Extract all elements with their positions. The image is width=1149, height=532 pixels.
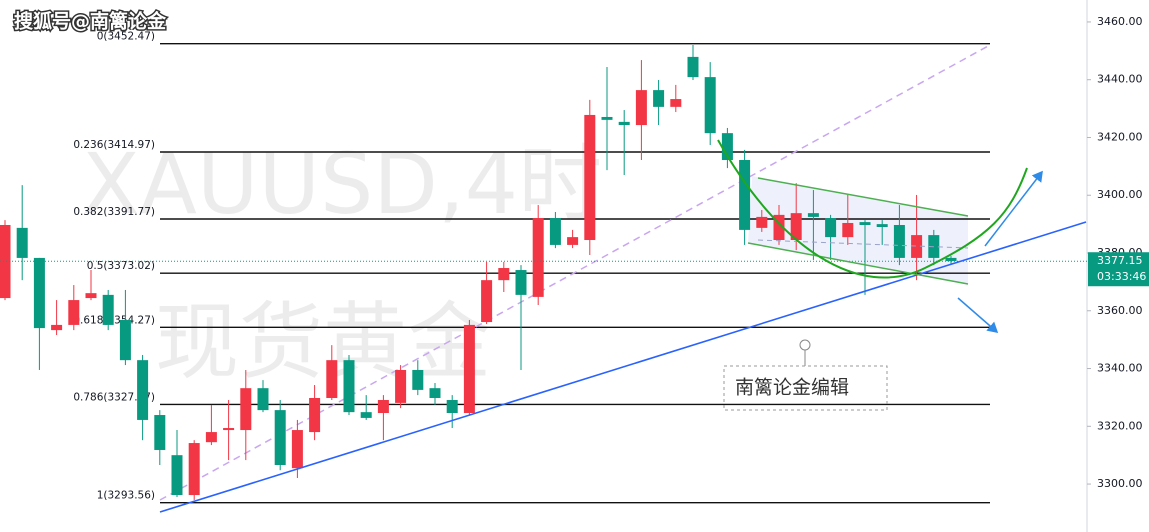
y-tick-label: 3420.00 bbox=[1097, 130, 1143, 143]
fib-group: 0(3452.47) 0.236(3414.97) 0.382(3391.77) 0.… bbox=[73, 31, 990, 504]
fib-label: 1(3293.56) bbox=[97, 490, 155, 502]
y-tick-label: 3400.00 bbox=[1097, 188, 1143, 201]
y-tick-label: 3440.00 bbox=[1097, 73, 1143, 86]
arrow-up bbox=[984, 170, 1043, 247]
candle-body bbox=[137, 360, 149, 420]
candle-body bbox=[51, 324, 63, 331]
y-tick-label: 3460.00 bbox=[1097, 15, 1143, 28]
candle-body bbox=[773, 214, 785, 241]
candle-body bbox=[670, 99, 682, 107]
candle-body bbox=[343, 360, 355, 413]
current-price: 3377.15 bbox=[1097, 254, 1143, 267]
fib-label: 0.5(3373.02) bbox=[87, 260, 155, 272]
fib-label: 0.618(3354.27) bbox=[73, 314, 155, 326]
candle-body bbox=[274, 410, 286, 465]
candle-body bbox=[223, 428, 235, 431]
countdown: 03:33:46 bbox=[1097, 270, 1146, 283]
candle-body bbox=[154, 415, 166, 450]
candle-body bbox=[893, 224, 905, 258]
source: 搜狐号@南篱论金 bbox=[14, 10, 167, 33]
annotation-handle bbox=[799, 339, 811, 351]
candle-body bbox=[119, 320, 131, 361]
candle-body bbox=[429, 388, 441, 398]
candle-body bbox=[360, 412, 372, 418]
candle-body bbox=[102, 294, 114, 325]
y-tick-label: 3320.00 bbox=[1097, 419, 1143, 432]
candle-body bbox=[704, 77, 716, 134]
candle-body bbox=[16, 227, 28, 258]
candle-body bbox=[0, 224, 11, 299]
candle-body bbox=[825, 218, 837, 238]
candle-body bbox=[756, 216, 768, 228]
candle-body bbox=[653, 90, 665, 107]
candle-body bbox=[601, 116, 613, 120]
y-tick-label: 3300.00 bbox=[1097, 477, 1143, 490]
candle-body bbox=[790, 213, 802, 241]
candle-body bbox=[721, 133, 733, 161]
candle-body bbox=[33, 257, 45, 329]
fib-label: 0.382(3391.77) bbox=[73, 206, 155, 218]
candle-body bbox=[481, 280, 493, 323]
candle-body bbox=[412, 369, 424, 390]
candle-body bbox=[739, 160, 751, 230]
candles bbox=[0, 45, 1087, 500]
candle-body bbox=[618, 121, 630, 126]
candle-body bbox=[945, 257, 957, 262]
candle-body bbox=[807, 213, 819, 217]
candle-body bbox=[876, 224, 888, 228]
candle-body bbox=[188, 443, 200, 496]
candle-body bbox=[532, 218, 544, 297]
candle-body bbox=[635, 90, 647, 126]
candle-body bbox=[309, 397, 321, 433]
fib-label: 0.236(3414.97) bbox=[73, 139, 155, 151]
arrow-down bbox=[957, 297, 999, 333]
candle-body bbox=[498, 268, 510, 281]
annotation-box bbox=[723, 365, 888, 411]
candle-body bbox=[326, 360, 338, 398]
candle-body bbox=[257, 388, 269, 411]
candle-body bbox=[567, 237, 579, 245]
candle-body bbox=[911, 235, 923, 258]
candle-body bbox=[205, 432, 217, 443]
channel-mid bbox=[757, 239, 969, 249]
candle-body bbox=[842, 222, 854, 238]
y-axis: 3300.003320.003340.003360.003380.003400.… bbox=[1087, 15, 1149, 490]
candle-body bbox=[687, 56, 699, 78]
y-tick-label: 3340.00 bbox=[1097, 362, 1143, 375]
fib-label: 0(3452.47) bbox=[97, 31, 155, 43]
annotation: 南篱论金编辑 bbox=[735, 377, 849, 399]
candle-body bbox=[240, 388, 252, 431]
channel-upper bbox=[757, 177, 969, 217]
dashed-trendline bbox=[159, 44, 991, 501]
candle-body bbox=[85, 293, 97, 299]
fib-label: 0.786(3327.57) bbox=[73, 391, 155, 403]
y-tick-label: 3360.00 bbox=[1097, 304, 1143, 317]
candle-body bbox=[584, 114, 596, 241]
price-tag bbox=[1088, 252, 1149, 287]
candle-body bbox=[859, 222, 871, 225]
curve bbox=[717, 139, 1028, 279]
candle-body bbox=[446, 400, 458, 414]
candle-body bbox=[395, 369, 407, 403]
name-watermark: 现货黄金 bbox=[155, 293, 491, 391]
candle-body bbox=[463, 324, 475, 414]
candle-body bbox=[291, 430, 303, 469]
symbol-watermark: XAUUSD,4时 bbox=[82, 135, 602, 233]
support-trendline bbox=[159, 221, 1087, 513]
candle-body bbox=[68, 300, 80, 325]
candle-body bbox=[377, 400, 389, 414]
candle-body bbox=[515, 270, 527, 295]
channel-lower bbox=[747, 242, 969, 285]
candle-body bbox=[549, 218, 561, 245]
candle-body bbox=[171, 455, 183, 496]
